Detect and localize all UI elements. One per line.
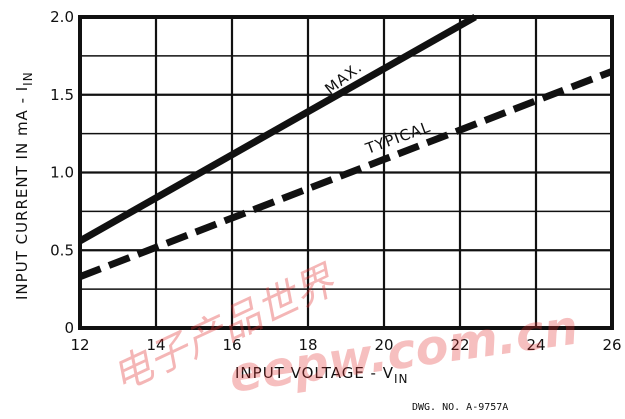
x-tick-label: 16 xyxy=(222,336,241,354)
x-tick-label: 22 xyxy=(450,336,469,354)
y-axis-label: INPUT CURRENT IN mA - IIN xyxy=(13,71,35,300)
y-tick-label: 1.5 xyxy=(50,86,74,104)
y-tick-label: 1.0 xyxy=(50,164,74,182)
y-tick-label: 0 xyxy=(64,319,74,337)
series-lines xyxy=(78,13,614,280)
plot-frame xyxy=(78,15,614,330)
x-tick-label: 26 xyxy=(602,336,621,354)
x-tick-label: 14 xyxy=(146,336,165,354)
drawing-number: DWG. NO. A-9757A xyxy=(412,402,508,413)
x-axis-label-subscript: IN xyxy=(394,372,409,386)
x-tick-label: 20 xyxy=(374,336,393,354)
series-line-typical xyxy=(78,68,614,280)
y-tick-label: 2.0 xyxy=(50,8,74,26)
x-tick-labels: 12 14 16 18 20 22 24 26 xyxy=(70,336,621,354)
x-tick-label: 24 xyxy=(526,336,545,354)
x-tick-label: 12 xyxy=(70,336,89,354)
series-line-max xyxy=(78,13,477,244)
x-axis-label: INPUT VOLTAGE - VIN xyxy=(235,364,409,386)
x-tick-label: 18 xyxy=(298,336,317,354)
y-axis-label-subscript: IN xyxy=(21,71,35,86)
y-tick-labels: 0 0.5 1.0 1.5 2.0 xyxy=(50,8,74,337)
grid-lines xyxy=(80,17,612,328)
y-tick-label: 0.5 xyxy=(50,241,74,259)
